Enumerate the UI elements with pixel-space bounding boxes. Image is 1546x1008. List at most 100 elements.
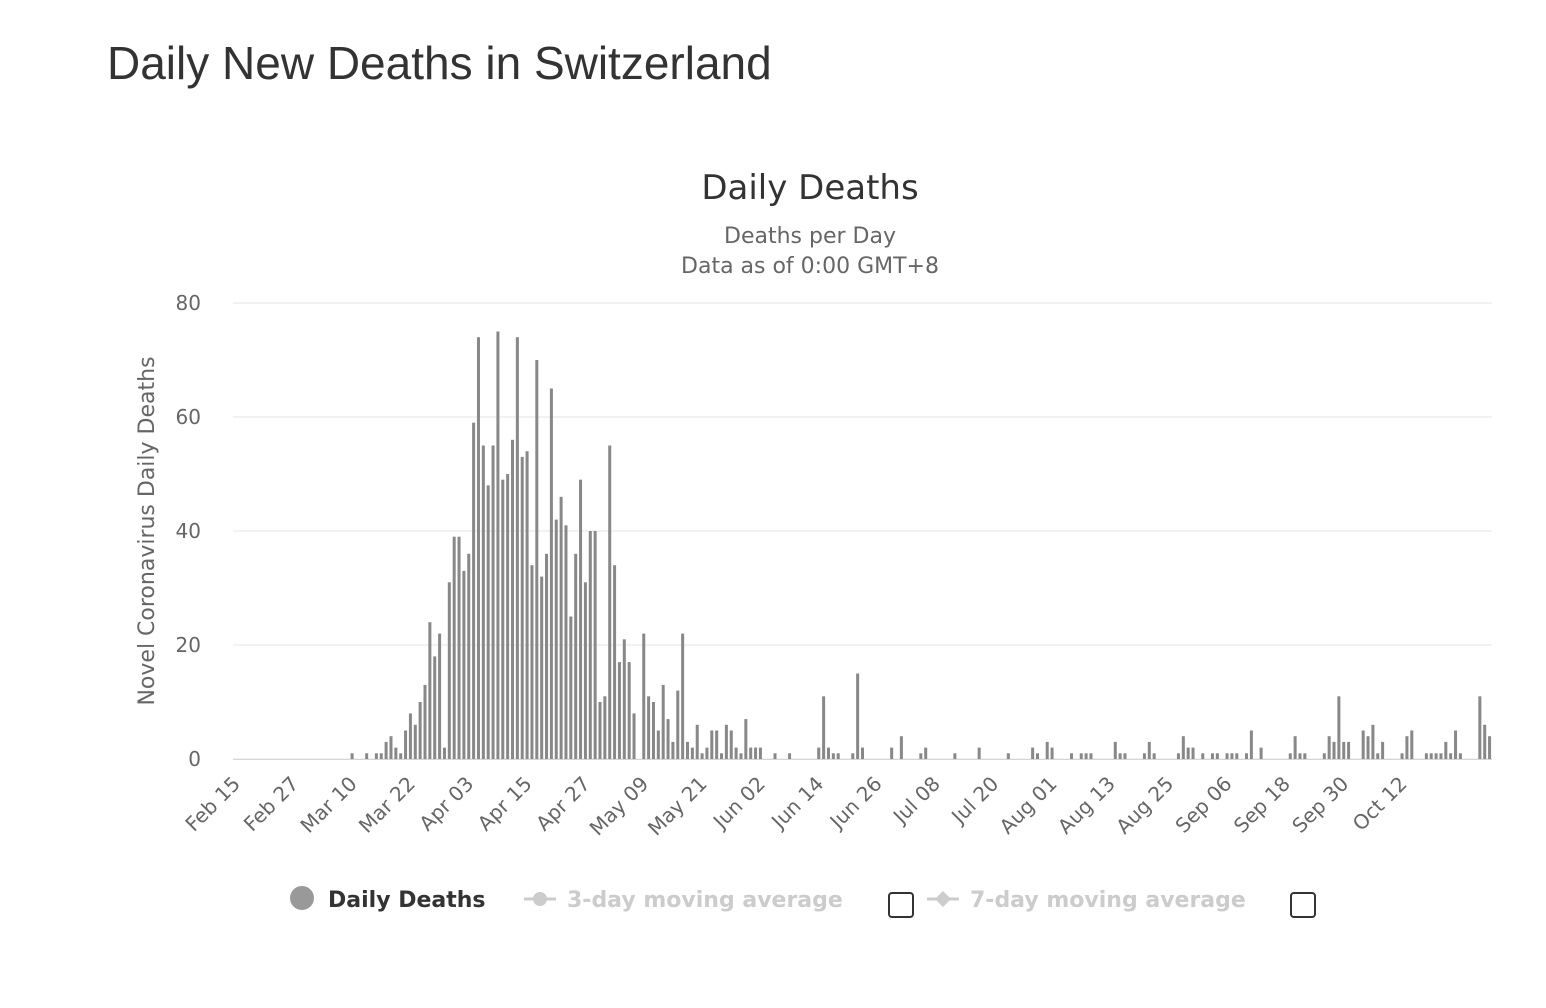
bar[interactable] (1293, 736, 1297, 759)
bar[interactable] (379, 753, 383, 759)
bar[interactable] (739, 753, 743, 759)
bar[interactable] (491, 445, 495, 760)
bar[interactable] (408, 713, 412, 759)
bar[interactable] (671, 741, 675, 759)
bar[interactable] (1201, 753, 1205, 759)
bar[interactable] (496, 331, 500, 760)
bar[interactable] (1245, 753, 1249, 759)
bar[interactable] (564, 525, 568, 759)
bar[interactable] (822, 696, 826, 759)
bar[interactable] (720, 753, 724, 759)
bar[interactable] (1483, 724, 1487, 759)
bar[interactable] (1259, 747, 1263, 759)
bar[interactable] (836, 753, 840, 759)
bar[interactable] (656, 730, 660, 760)
bar[interactable] (472, 422, 476, 759)
bar[interactable] (1449, 753, 1453, 759)
bar[interactable] (1210, 753, 1214, 759)
bar[interactable] (1337, 696, 1341, 759)
bar[interactable] (1298, 753, 1302, 759)
bar[interactable] (1070, 753, 1074, 759)
bar[interactable] (433, 656, 437, 759)
bar[interactable] (632, 713, 636, 759)
bar[interactable] (1152, 753, 1156, 759)
bar[interactable] (1434, 753, 1438, 759)
bar[interactable] (1376, 753, 1380, 759)
bar[interactable] (1488, 736, 1492, 759)
bar[interactable] (1288, 753, 1292, 759)
bar[interactable] (511, 439, 515, 759)
bar[interactable] (744, 719, 748, 759)
bar[interactable] (1347, 741, 1351, 759)
bar[interactable] (593, 531, 597, 759)
bar[interactable] (457, 536, 461, 759)
bar[interactable] (1410, 730, 1414, 760)
bar[interactable] (977, 747, 981, 759)
bar[interactable] (695, 724, 699, 759)
bar[interactable] (579, 479, 583, 759)
bar[interactable] (1176, 753, 1180, 759)
bar[interactable] (413, 724, 417, 759)
bar[interactable] (890, 747, 894, 759)
bar[interactable] (724, 724, 728, 759)
bar[interactable] (501, 479, 505, 759)
bar[interactable] (666, 719, 670, 759)
bar[interactable] (1118, 753, 1122, 759)
bar[interactable] (1181, 736, 1185, 759)
bar[interactable] (1123, 753, 1127, 759)
bar[interactable] (817, 747, 821, 759)
bar[interactable] (1361, 730, 1365, 760)
bar[interactable] (1113, 741, 1117, 759)
bar[interactable] (1186, 747, 1190, 759)
bar[interactable] (919, 753, 923, 759)
bar[interactable] (438, 633, 442, 759)
bar[interactable] (1366, 736, 1370, 759)
legend-item-7-day-moving-average[interactable]: 7-day moving average (927, 888, 1246, 913)
bar[interactable] (617, 662, 621, 759)
bar[interactable] (622, 639, 626, 759)
bar[interactable] (559, 496, 563, 759)
bar[interactable] (549, 388, 553, 760)
bar[interactable] (661, 684, 665, 759)
bar[interactable] (754, 747, 758, 759)
bar[interactable] (515, 337, 519, 759)
bar[interactable] (1215, 753, 1219, 759)
bar[interactable] (1322, 753, 1326, 759)
bar[interactable] (1035, 753, 1039, 759)
bar[interactable] (545, 553, 549, 759)
bar[interactable] (924, 747, 928, 759)
bar[interactable] (574, 553, 578, 759)
bar[interactable] (647, 696, 651, 759)
bar[interactable] (583, 582, 587, 759)
bar[interactable] (1332, 741, 1336, 759)
bar[interactable] (1006, 753, 1010, 759)
bar[interactable] (749, 747, 753, 759)
bar[interactable] (520, 456, 524, 759)
bar[interactable] (442, 747, 446, 759)
legend-item-daily-deaths[interactable]: Daily Deaths (290, 886, 486, 913)
bar[interactable] (856, 673, 860, 760)
bar[interactable] (1458, 753, 1462, 759)
bar[interactable] (1191, 747, 1195, 759)
toggle-3-day-checkbox[interactable] (888, 892, 914, 918)
bar[interactable] (506, 474, 510, 759)
bar[interactable] (481, 445, 485, 760)
bar[interactable] (588, 531, 592, 759)
bar[interactable] (452, 536, 456, 759)
bar[interactable] (423, 684, 427, 759)
bar[interactable] (642, 633, 646, 759)
bar[interactable] (447, 582, 451, 759)
bar[interactable] (1079, 753, 1083, 759)
bar[interactable] (428, 622, 432, 759)
bar[interactable] (831, 753, 835, 759)
bar[interactable] (686, 741, 690, 759)
bar[interactable] (535, 360, 539, 759)
bar[interactable] (729, 730, 733, 760)
bar[interactable] (700, 753, 704, 759)
bar[interactable] (1045, 741, 1049, 759)
bar[interactable] (690, 747, 694, 759)
bar[interactable] (418, 702, 422, 759)
bar[interactable] (540, 576, 544, 759)
bar[interactable] (399, 753, 403, 759)
bar[interactable] (394, 747, 398, 759)
